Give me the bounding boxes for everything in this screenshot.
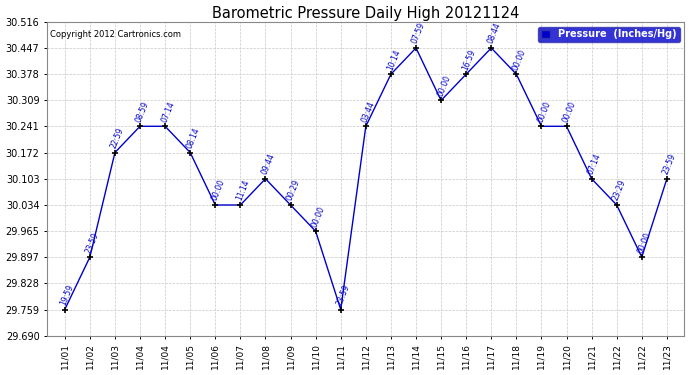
Text: 00:00: 00:00 [511,48,527,71]
Text: 07:14: 07:14 [586,152,602,176]
Title: Barometric Pressure Daily High 20121124: Barometric Pressure Daily High 20121124 [212,6,520,21]
Text: 23:59: 23:59 [335,283,352,307]
Text: 03:44: 03:44 [360,100,377,123]
Text: 09:44: 09:44 [260,152,277,176]
Text: 00:29: 00:29 [285,178,302,202]
Text: 08:14: 08:14 [185,126,201,150]
Text: 22:59: 22:59 [110,126,126,150]
Text: 23:29: 23:29 [611,178,628,202]
Text: 00:00: 00:00 [310,205,326,228]
Text: 00:00: 00:00 [636,231,653,254]
Text: 10:14: 10:14 [385,48,402,71]
Text: 08:59: 08:59 [135,100,151,123]
Text: 07:59: 07:59 [411,21,427,45]
Text: 00:00: 00:00 [435,74,452,98]
Text: 08:44: 08:44 [486,21,502,45]
Text: 23:59: 23:59 [661,152,678,176]
Text: 00:00: 00:00 [210,178,226,202]
Text: 16:59: 16:59 [461,48,477,71]
Text: 00:00: 00:00 [561,100,578,123]
Text: 07:14: 07:14 [159,100,176,123]
Text: 23:59: 23:59 [84,231,101,254]
Legend: Pressure  (Inches/Hg): Pressure (Inches/Hg) [538,27,680,42]
Text: 19:59: 19:59 [59,283,76,307]
Text: Copyright 2012 Cartronics.com: Copyright 2012 Cartronics.com [50,30,181,39]
Text: 11:14: 11:14 [235,179,251,202]
Text: 00:00: 00:00 [536,100,553,123]
